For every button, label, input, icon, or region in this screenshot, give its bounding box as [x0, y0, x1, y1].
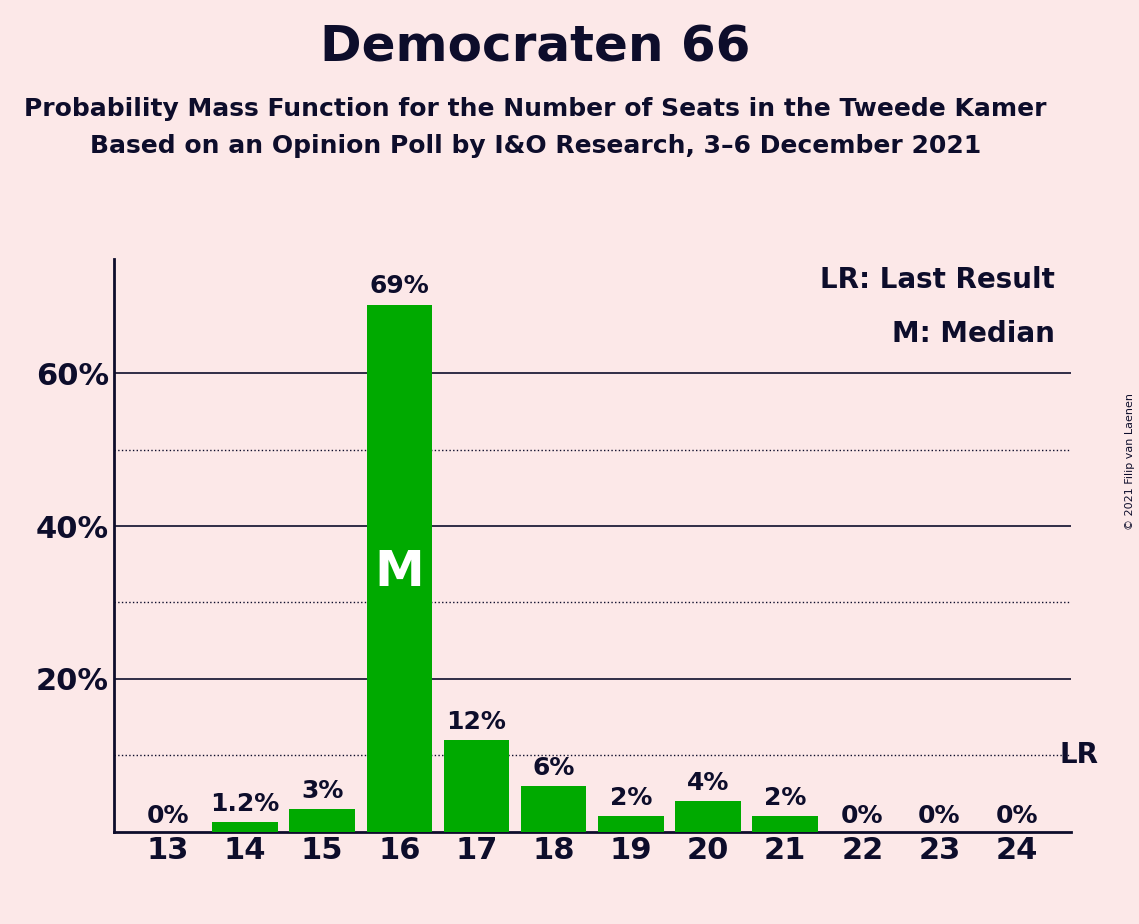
Text: 2%: 2% — [609, 786, 652, 810]
Text: 6%: 6% — [533, 756, 575, 780]
Text: M: Median: M: Median — [892, 320, 1055, 347]
Bar — [598, 816, 664, 832]
Bar — [212, 822, 278, 832]
Text: Probability Mass Function for the Number of Seats in the Tweede Kamer: Probability Mass Function for the Number… — [24, 97, 1047, 121]
Text: M: M — [375, 548, 424, 596]
Text: LR: Last Result: LR: Last Result — [820, 266, 1055, 295]
Text: © 2021 Filip van Laenen: © 2021 Filip van Laenen — [1125, 394, 1134, 530]
Text: 12%: 12% — [446, 710, 507, 734]
Text: 1.2%: 1.2% — [211, 792, 280, 816]
Text: 0%: 0% — [918, 804, 960, 828]
Bar — [675, 801, 740, 832]
Text: 69%: 69% — [369, 274, 429, 298]
Bar — [367, 305, 432, 832]
Text: 0%: 0% — [147, 804, 189, 828]
Text: 0%: 0% — [995, 804, 1038, 828]
Text: Based on an Opinion Poll by I&O Research, 3–6 December 2021: Based on an Opinion Poll by I&O Research… — [90, 134, 981, 158]
Bar — [753, 816, 818, 832]
Text: 2%: 2% — [764, 786, 806, 810]
Text: LR: LR — [1059, 741, 1098, 769]
Bar — [444, 740, 509, 832]
Bar — [289, 808, 355, 832]
Text: Democraten 66: Democraten 66 — [320, 23, 751, 71]
Bar — [521, 785, 587, 832]
Text: 0%: 0% — [841, 804, 884, 828]
Text: 3%: 3% — [301, 779, 344, 803]
Text: 4%: 4% — [687, 771, 729, 795]
